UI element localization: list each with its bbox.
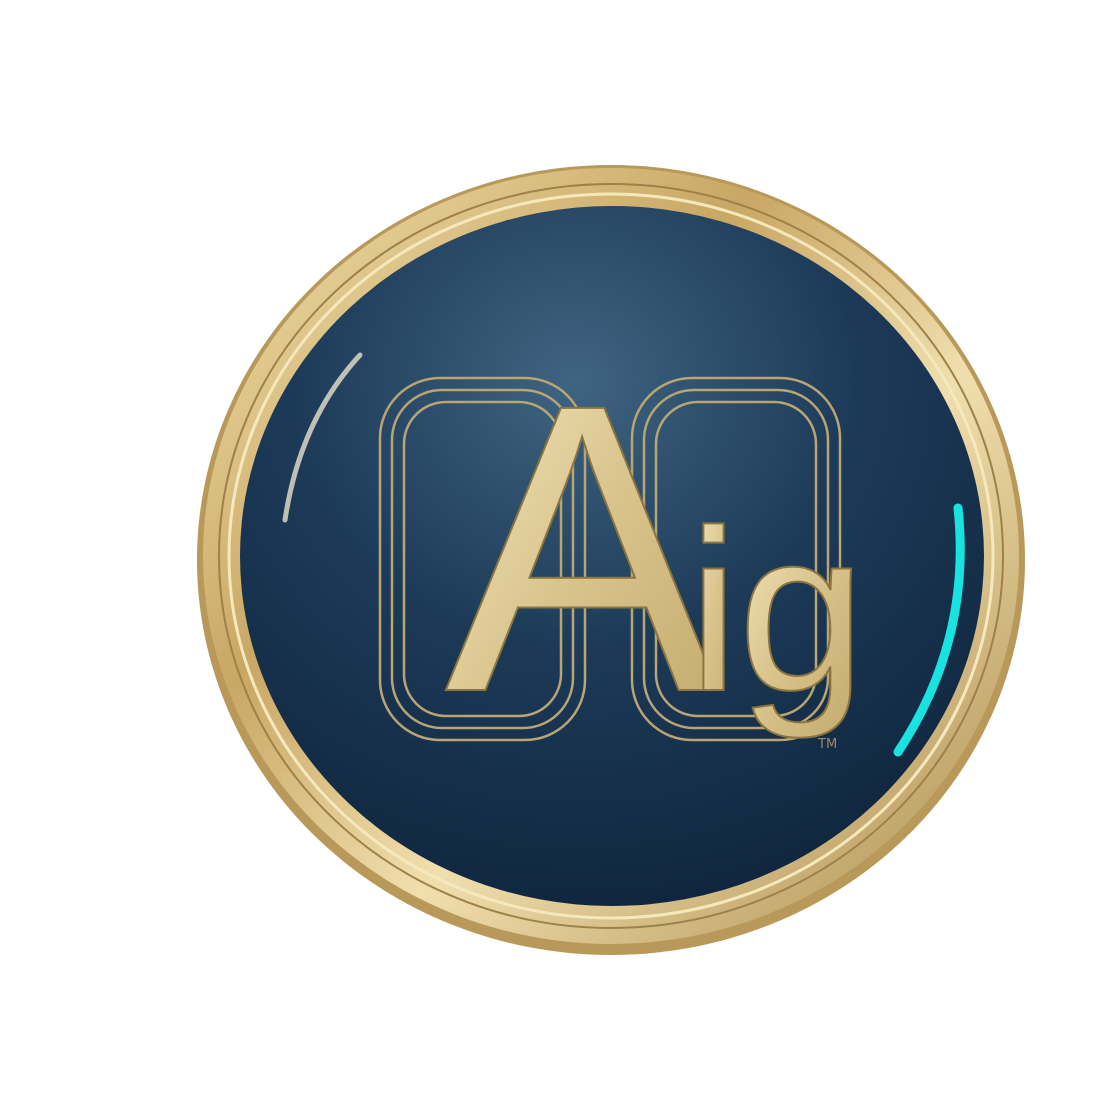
rim-groove <box>218 183 1004 929</box>
logo-letter: i <box>688 482 739 739</box>
circuit-frames <box>378 376 842 742</box>
rim-groove <box>227 192 995 920</box>
coin <box>197 165 1025 955</box>
trademark: TM <box>817 737 837 752</box>
cyan-arc <box>893 503 965 757</box>
circuit-frame <box>390 388 575 730</box>
circuit-frame <box>402 400 563 718</box>
circuit-frame <box>642 388 830 730</box>
highlight <box>282 352 363 523</box>
circuit-frame <box>630 376 842 742</box>
circuit-frame <box>378 376 587 742</box>
logo-letter: A <box>445 319 720 777</box>
logo-letter: g <box>738 482 866 739</box>
circuit-frame <box>654 400 818 718</box>
